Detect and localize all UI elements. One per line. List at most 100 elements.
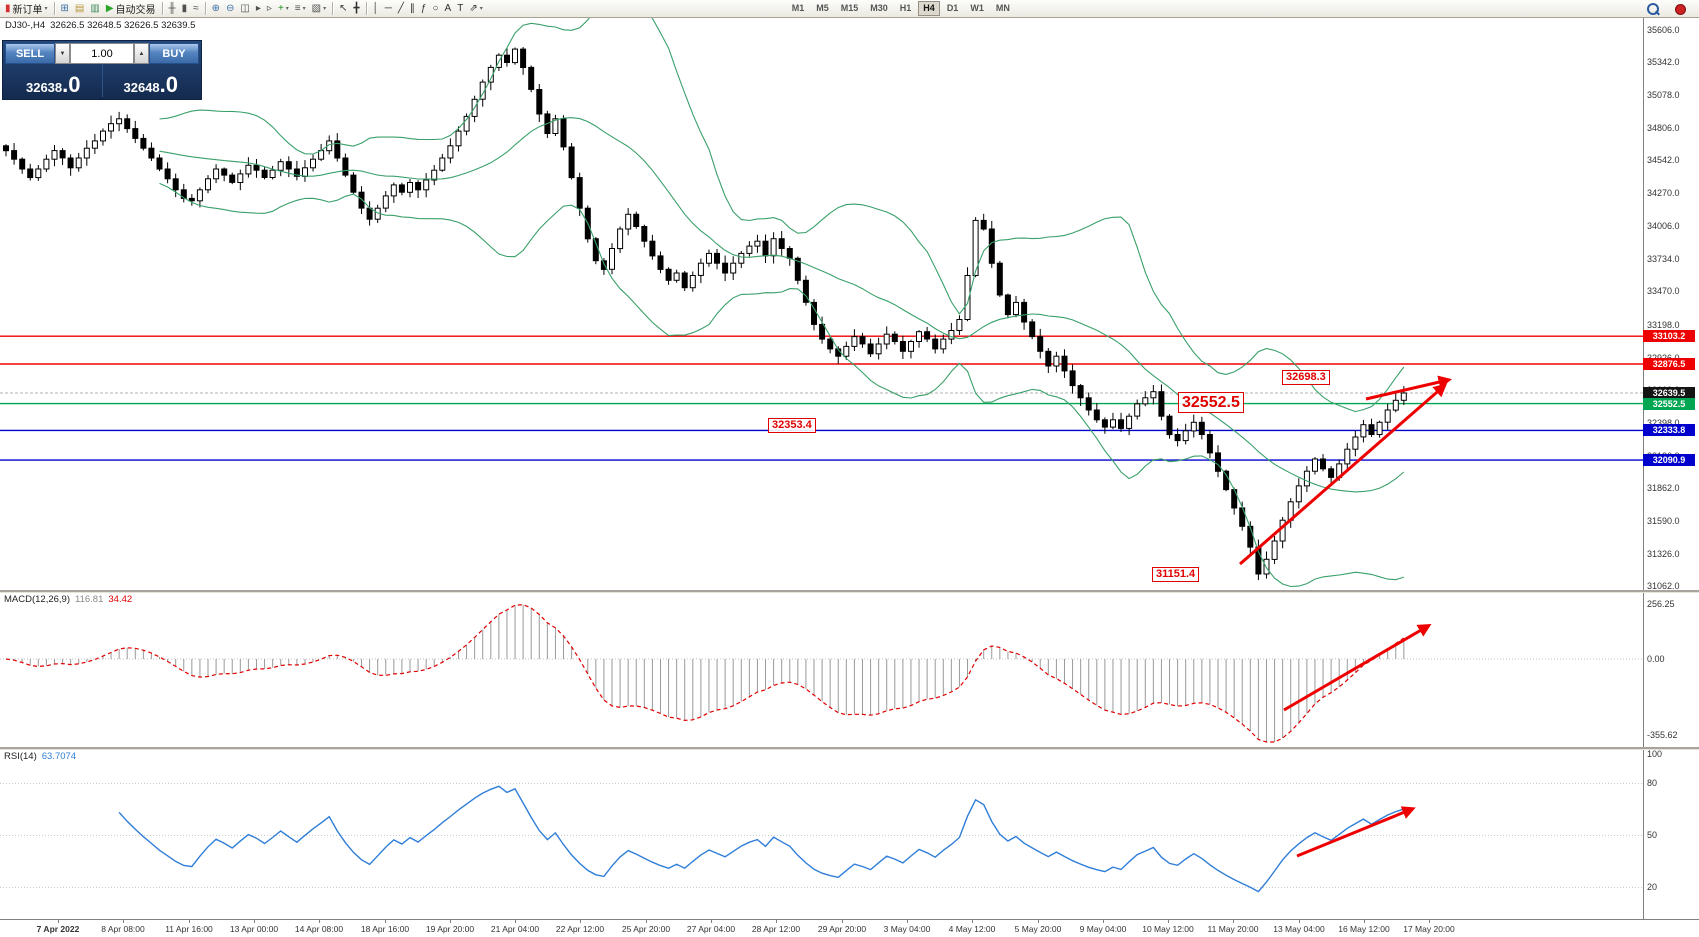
time-label: 5 May 20:00: [1014, 924, 1062, 934]
time-tick: [254, 920, 255, 923]
panel-divider[interactable]: [0, 747, 1699, 750]
trendline-button[interactable]: ╱: [396, 1, 406, 16]
zoom-in-button[interactable]: ⊕: [210, 1, 222, 16]
candlestick-chart-button[interactable]: ▮: [180, 1, 190, 16]
timeframe-d1-button[interactable]: D1: [946, 3, 959, 13]
horizontal-line-button[interactable]: ─: [383, 1, 394, 16]
buy-button[interactable]: BUY: [149, 43, 199, 64]
price-tick: 34006.0: [1647, 221, 1680, 231]
timeframe-w1-button[interactable]: W1: [970, 3, 984, 13]
templates-button[interactable]: ▧ ▾: [310, 1, 328, 16]
data-window-icon: ▤: [74, 2, 85, 14]
candlestick-chart-icon: ▮: [181, 2, 188, 14]
fibonacci-button[interactable]: ƒ: [419, 1, 429, 16]
macd-indicator-panel: MACD(12,26,9) 116.81 34.42: [0, 592, 1643, 747]
time-tick: [189, 920, 190, 923]
new-order-button[interactable]: ▮ 新订单 ▾: [3, 1, 50, 16]
price-axis[interactable]: 35606.0 35342.0 35078.0 34806.0 34542.0 34270…: [1643, 18, 1698, 591]
trend-arrow[interactable]: [1283, 623, 1432, 712]
crosshair-button[interactable]: ╋: [352, 1, 362, 16]
market-watch-button[interactable]: ⊞: [59, 1, 71, 16]
rsi-canvas[interactable]: [0, 749, 1643, 919]
price-tick: 34270.0: [1647, 188, 1680, 198]
rsi-axis[interactable]: 100 80 50 20: [1646, 749, 1698, 919]
trend-arrow[interactable]: [1239, 383, 1448, 566]
zoom-in-icon: ⊕: [211, 2, 221, 14]
time-label: 14 Apr 08:00: [294, 924, 344, 934]
arrows-tool-button[interactable]: ⇗ ▾: [467, 1, 484, 16]
macd-canvas[interactable]: [0, 592, 1643, 747]
time-label: 18 Apr 16:00: [360, 924, 410, 934]
sell-button[interactable]: SELL: [5, 43, 55, 64]
timeframe-m5-button[interactable]: M5: [816, 3, 829, 13]
fibonacci-icon: ƒ: [420, 2, 427, 14]
ohlc-readout: 32626.5 32648.5 32626.5 32639.5: [50, 20, 196, 31]
time-label: 22 Apr 12:00: [555, 924, 605, 934]
timeframe-m1-button[interactable]: M1: [791, 3, 805, 13]
chevron-down-icon: ▾: [479, 6, 483, 12]
one-click-trading-panel: SELL ▼ ▲ BUY 32638.0 32648.0: [2, 40, 202, 100]
tile-windows-button[interactable]: ◫: [238, 1, 251, 16]
time-label: 10 May 12:00: [1142, 924, 1194, 934]
search-button[interactable]: [1645, 2, 1661, 17]
macd-tick: 256.25: [1647, 599, 1675, 609]
vertical-line-button[interactable]: │: [371, 1, 381, 16]
panel-divider[interactable]: [0, 590, 1699, 593]
time-label: 13 May 04:00: [1273, 924, 1325, 934]
cursor-button[interactable]: ↖: [337, 1, 349, 16]
data-window-button[interactable]: ▤: [73, 1, 86, 16]
channel-button[interactable]: ∥: [408, 1, 417, 16]
chart-canvas[interactable]: [0, 18, 1643, 590]
price-tick: 33470.0: [1647, 286, 1680, 296]
timeframe-m15-button[interactable]: M15: [840, 3, 859, 13]
periods-button[interactable]: ≡ ▾: [293, 1, 308, 16]
text-label-button[interactable]: T: [455, 1, 465, 16]
trend-arrow[interactable]: [1296, 806, 1416, 858]
price-tick: 31062.0: [1647, 581, 1680, 591]
toolbar-separator: [332, 2, 334, 15]
time-label: 16 May 12:00: [1338, 924, 1390, 934]
timeframe-mn-button[interactable]: MN: [995, 3, 1010, 13]
shapes-button[interactable]: ○: [430, 1, 440, 16]
price-axis-border: [1643, 18, 1644, 919]
time-axis[interactable]: 7 Apr 2022 8 Apr 08:00 11 Apr 16:00 13 Apr …: [0, 919, 1699, 937]
time-label: 27 Apr 04:00: [686, 924, 736, 934]
auto-scroll-button[interactable]: ▸: [254, 1, 263, 16]
rsi-label: RSI(14) 63.7074: [4, 751, 76, 762]
chart-shift-button[interactable]: ▹: [265, 1, 274, 16]
volume-input[interactable]: [70, 43, 134, 64]
toolbar-right-group: [1644, 1, 1689, 17]
time-label: 9 May 04:00: [1079, 924, 1127, 934]
line-chart-button[interactable]: ≈: [191, 1, 201, 16]
time-tick: [1429, 920, 1430, 923]
last-price-label: 32639.5: [1643, 387, 1695, 399]
record-button[interactable]: [1673, 2, 1688, 17]
bar-chart-button[interactable]: ╫: [167, 1, 178, 16]
timeframe-m30-button[interactable]: M30: [870, 3, 888, 13]
indicators-icon: +: [277, 2, 284, 14]
zoom-out-button[interactable]: ⊖: [224, 1, 236, 16]
volume-up-button[interactable]: ▲: [134, 43, 149, 64]
time-tick: [907, 920, 908, 923]
text-button[interactable]: A: [443, 1, 454, 16]
time-label: 8 Apr 08:00: [101, 924, 145, 934]
indicators-button[interactable]: + ▾: [276, 1, 291, 16]
volume-down-button[interactable]: ▼: [55, 43, 70, 64]
time-label: 4 May 12:00: [948, 924, 996, 934]
macd-label: MACD(12,26,9) 116.81 34.42: [4, 594, 132, 605]
macd-axis[interactable]: 256.25 0.00 -355.62: [1646, 592, 1698, 747]
time-label: 17 May 20:00: [1403, 924, 1455, 934]
trend-arrow[interactable]: [1365, 375, 1452, 401]
auto-trading-button[interactable]: ▶ 自动交易: [104, 1, 158, 16]
toolbar-main-group: ▮ 新订单 ▾ ⊞ ▤ ▥ ▶ 自动交易 ╫ ▮ ≈ ⊕ ⊖ ◫ ▸ ▹ + ▾ ≡ ▾ ▧ ▾ ↖ ╋ │ ─ ╱ ∥ ƒ ○ A T ⇗ ▾: [2, 1, 486, 16]
bid-price: 32638.0: [5, 64, 103, 97]
time-label: 29 Apr 20:00: [817, 924, 867, 934]
price-level-label: 32552.5: [1643, 398, 1695, 410]
timeframe-h4-button[interactable]: H4: [918, 1, 940, 16]
navigator-button[interactable]: ▥: [88, 1, 101, 16]
toolbar-separator: [53, 2, 55, 15]
periods-icon: ≡: [294, 2, 301, 14]
timeframe-h1-button[interactable]: H1: [899, 3, 912, 13]
main-chart-panel: DJ30-,H4 32626.5 32648.5 32626.5 32639.5 …: [0, 18, 1643, 590]
price-level-label: 32876.5: [1643, 358, 1695, 370]
